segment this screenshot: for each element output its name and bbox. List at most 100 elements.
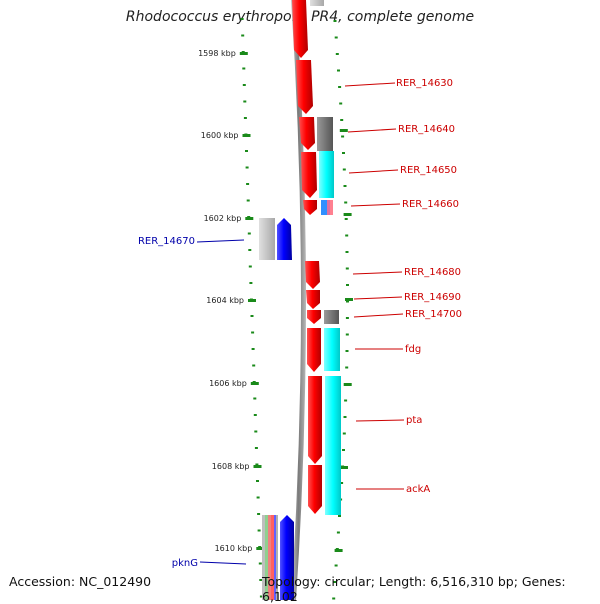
- tick-dot: [345, 234, 349, 237]
- tick-dot: [339, 102, 343, 105]
- gene-arrow[interactable]: [292, 0, 308, 58]
- gene-label-rer-14680[interactable]: RER_14680: [404, 267, 461, 278]
- feature-box[interactable]: [276, 515, 278, 600]
- gene-arrow[interactable]: [307, 328, 321, 372]
- feature-box[interactable]: [259, 218, 275, 260]
- gene-arrow[interactable]: [303, 200, 317, 215]
- gene-label-rer-14690[interactable]: RER_14690: [404, 292, 461, 303]
- major-tick: [256, 547, 265, 550]
- tick-dot: [340, 119, 344, 121]
- feature-box[interactable]: [324, 310, 339, 324]
- feature-box[interactable]: [324, 328, 340, 371]
- gene-label-rer-14640[interactable]: RER_14640: [398, 124, 455, 135]
- tick-dot: [242, 67, 246, 70]
- tick-dot: [253, 414, 257, 416]
- feature-box[interactable]: [271, 515, 274, 600]
- gene-label-acka[interactable]: ackA: [406, 484, 430, 495]
- gene-arrow[interactable]: [296, 60, 313, 114]
- feature-box[interactable]: [262, 515, 265, 600]
- tick-dot: [334, 564, 338, 567]
- tick-dot: [345, 317, 349, 319]
- forward-label-lines: [344, 82, 405, 490]
- gene-arrow[interactable]: [301, 152, 317, 198]
- tick-dot: [342, 449, 345, 451]
- feature-box[interactable]: [310, 0, 324, 6]
- gene-arrow[interactable]: [306, 290, 320, 309]
- forward-feature-boxes: [310, 0, 341, 515]
- scale-label: 1598 kbp: [198, 49, 236, 58]
- gene-label-pkng[interactable]: pknG: [172, 558, 198, 569]
- tick-dot: [243, 117, 247, 119]
- tick-dot: [257, 513, 261, 515]
- tick-column-right: [332, 20, 353, 600]
- feature-box[interactable]: [321, 200, 327, 215]
- tick-dot: [345, 366, 349, 369]
- gene-arrow[interactable]: [277, 218, 292, 260]
- tick-dot: [246, 183, 250, 185]
- tick-dot: [335, 53, 339, 55]
- feature-box[interactable]: [330, 200, 333, 215]
- major-tick: [250, 382, 259, 385]
- tick-dot: [338, 515, 341, 517]
- feature-box[interactable]: [274, 515, 276, 600]
- tick-dot: [345, 350, 349, 352]
- tick-dot: [333, 20, 337, 22]
- gene-arrow[interactable]: [307, 310, 321, 324]
- feature-box[interactable]: [265, 515, 268, 600]
- gene-label-rer-14700[interactable]: RER_14700: [405, 309, 462, 320]
- gene-label-rer-14660[interactable]: RER_14660: [402, 199, 459, 210]
- tick-dot: [337, 69, 340, 72]
- tick-dot: [249, 282, 253, 284]
- tick-dot: [246, 199, 250, 202]
- forward-genes: [292, 0, 322, 514]
- tick-dot: [245, 150, 248, 152]
- tick-dot: [342, 152, 345, 154]
- scale-label: 1608 kbp: [212, 462, 250, 471]
- major-tick: [248, 299, 256, 302]
- feature-box[interactable]: [327, 200, 330, 215]
- feature-box[interactable]: [268, 515, 271, 600]
- tick-dot: [253, 397, 257, 400]
- genome-backbone: [291, 0, 306, 600]
- tick-dot: [257, 529, 261, 532]
- gene-label-rer-14670[interactable]: RER_14670: [138, 236, 195, 247]
- gene-label-rer-14650[interactable]: RER_14650: [400, 165, 457, 176]
- gene-label-rer-14630[interactable]: RER_14630: [396, 78, 453, 89]
- tick-dot: [338, 86, 342, 88]
- gene-arrow[interactable]: [299, 117, 315, 150]
- major-tick: [339, 129, 348, 132]
- feature-box[interactable]: [319, 151, 334, 198]
- scale-label: 1610 kbp: [215, 544, 253, 553]
- tick-dot: [251, 348, 255, 350]
- tick-dot: [344, 399, 348, 402]
- tick-dot: [248, 265, 252, 268]
- tick-dot: [252, 364, 256, 367]
- tick-dot: [243, 100, 247, 103]
- reverse-genes: [277, 218, 294, 600]
- reverse-feature-boxes: [259, 218, 278, 600]
- gene-arrow[interactable]: [308, 376, 322, 464]
- reverse-label-lines: [196, 239, 247, 565]
- tick-dot: [343, 185, 347, 187]
- gene-label-fdg[interactable]: fdg: [405, 344, 421, 355]
- feature-box[interactable]: [325, 376, 341, 515]
- tick-dot: [334, 36, 338, 39]
- gene-arrow[interactable]: [280, 515, 294, 600]
- gene-arrow[interactable]: [308, 465, 322, 514]
- tick-dot: [250, 315, 254, 317]
- tick-dot: [242, 84, 246, 86]
- tick-dot: [259, 579, 263, 581]
- tick-dot: [342, 168, 346, 171]
- feature-box[interactable]: [317, 117, 333, 151]
- gene-label-pta[interactable]: pta: [406, 415, 422, 426]
- tick-dot: [345, 251, 349, 253]
- tick-dot: [340, 482, 344, 484]
- scale-label: 1600 kbp: [201, 131, 239, 140]
- tick-dot: [254, 430, 258, 433]
- tick-dot: [251, 331, 255, 334]
- tick-dot: [343, 416, 347, 418]
- gene-arrow[interactable]: [305, 261, 320, 289]
- major-tick: [343, 213, 352, 216]
